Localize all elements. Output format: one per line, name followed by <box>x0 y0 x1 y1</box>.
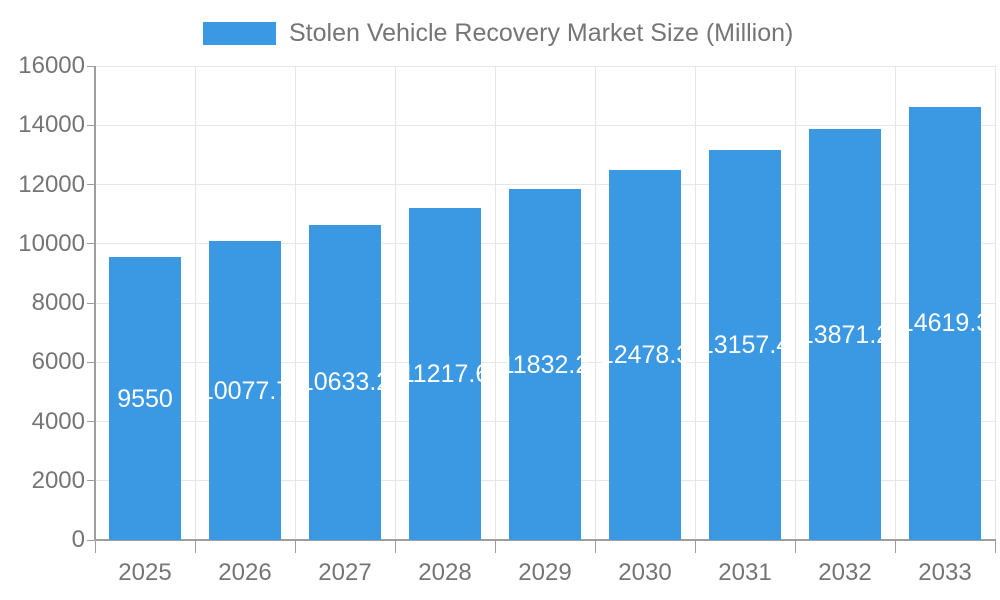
bar-2027[interactable] <box>309 224 381 540</box>
x-axis-line <box>94 539 996 541</box>
chart-title: Stolen Vehicle Recovery Market Size (Mil… <box>289 19 794 47</box>
x-tick <box>795 540 796 553</box>
x-tick <box>995 540 996 553</box>
x-tick <box>95 540 96 553</box>
x-axis-tick-label: 2026 <box>218 559 272 586</box>
y-gridline <box>95 65 995 67</box>
x-axis-tick-label: 2028 <box>418 559 472 586</box>
y-tick <box>87 243 95 245</box>
x-tick <box>595 540 596 553</box>
y-axis-line <box>94 66 96 540</box>
x-axis-tick-label: 2030 <box>618 559 672 586</box>
bar-2028[interactable] <box>409 207 481 540</box>
x-tick <box>395 540 396 553</box>
x-tick <box>295 540 296 553</box>
bar-2029[interactable] <box>509 189 581 540</box>
x-gridline <box>595 66 596 540</box>
x-tick <box>895 540 896 553</box>
y-axis-tick-label: 2000 <box>31 466 85 494</box>
x-gridline <box>895 66 896 540</box>
y-axis-tick-label: 16000 <box>18 52 85 79</box>
y-axis-tick-label: 12000 <box>18 170 85 198</box>
bar-value-label: 11832.2 <box>500 350 590 379</box>
x-axis-tick-label: 2032 <box>818 559 872 586</box>
y-axis-tick-label: 4000 <box>31 407 85 435</box>
bar-value-label: 14619.3 <box>899 309 991 338</box>
y-axis-tick-label: 8000 <box>31 289 85 316</box>
y-tick <box>87 539 95 541</box>
x-axis-tick-label: 2025 <box>118 559 172 586</box>
bar-value-label: 10633.2 <box>299 368 391 397</box>
x-gridline <box>795 66 796 540</box>
y-tick <box>87 480 95 482</box>
x-gridline <box>495 66 496 540</box>
bar-2033[interactable] <box>909 106 981 540</box>
bar-2026[interactable] <box>209 241 281 540</box>
x-gridline <box>395 66 396 540</box>
legend-item[interactable]: Stolen Vehicle Recovery Market Size (Mil… <box>203 19 793 48</box>
y-axis-tick-label: 0 <box>71 526 85 553</box>
x-gridline <box>295 66 296 540</box>
x-gridline <box>995 66 996 540</box>
y-tick <box>87 361 95 363</box>
x-axis-tick-label: 2029 <box>518 559 572 586</box>
legend-swatch <box>203 22 276 45</box>
bar-2030[interactable] <box>609 170 681 540</box>
bar-2032[interactable] <box>809 129 881 540</box>
x-tick <box>495 540 496 553</box>
y-axis-tick-label: 14000 <box>18 111 85 139</box>
bar-value-label: 12478.3 <box>599 341 691 370</box>
x-tick <box>195 540 196 553</box>
y-tick <box>87 184 95 185</box>
bar-value-label: 11217.6 <box>400 359 490 388</box>
bar-value-label: 10077.7 <box>199 376 291 405</box>
y-tick <box>87 421 95 422</box>
y-tick <box>87 302 95 304</box>
bar-value-label: 13157.4 <box>699 331 791 360</box>
y-gridline <box>95 124 995 126</box>
x-axis-tick-label: 2027 <box>318 559 372 586</box>
bar-value-label: 13871.2 <box>799 320 891 349</box>
x-tick <box>695 540 696 553</box>
y-tick <box>87 65 95 67</box>
y-axis-tick-label: 10000 <box>18 229 85 257</box>
bar-value-label: 9550 <box>117 384 173 413</box>
y-axis-tick-label: 6000 <box>31 348 85 376</box>
x-axis-tick-label: 2031 <box>718 559 772 586</box>
y-gridline <box>95 184 995 185</box>
x-gridline <box>195 66 196 540</box>
x-axis-tick-label: 2033 <box>918 559 972 586</box>
x-gridline <box>695 66 696 540</box>
bar-2025[interactable] <box>109 257 181 540</box>
bar-2031[interactable] <box>709 150 781 540</box>
y-tick <box>87 124 95 126</box>
